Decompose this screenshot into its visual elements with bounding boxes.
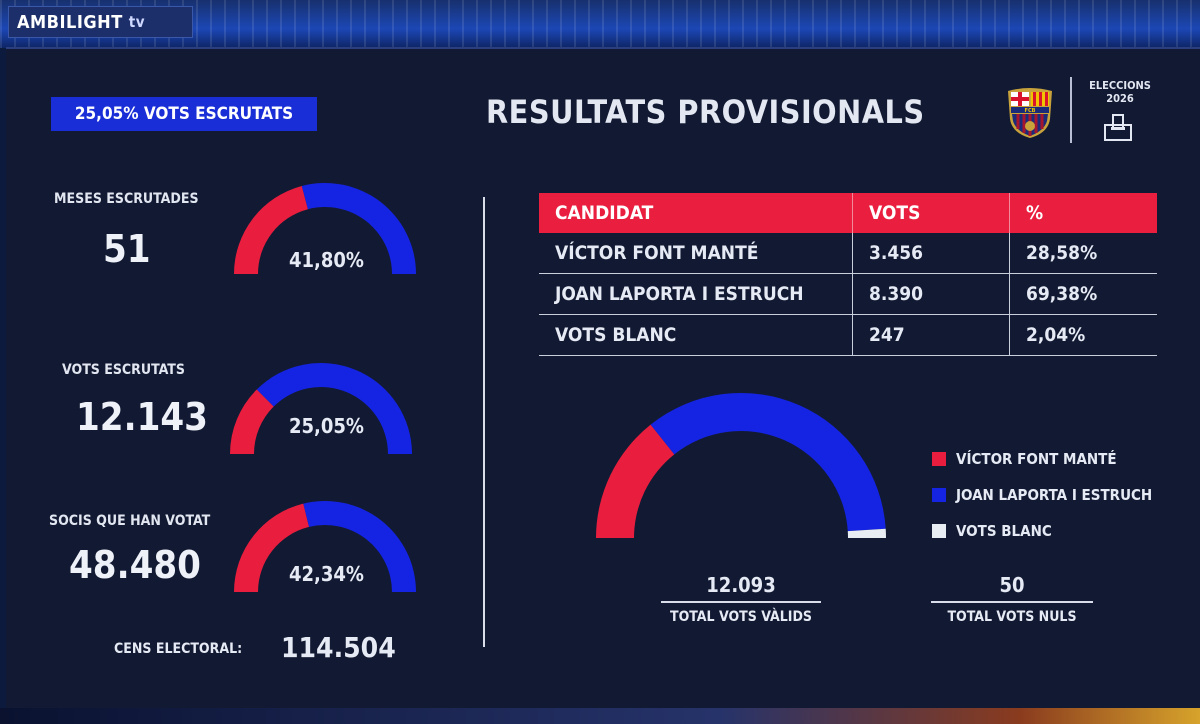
- total-valid: 12.093 TOTAL VOTS VÀLIDS: [661, 573, 821, 625]
- ballot-box-icon: [1104, 114, 1132, 141]
- total-valid-underline: [661, 601, 821, 603]
- total-null: 50 TOTAL VOTS NULS: [931, 573, 1093, 625]
- chart-segment-3: [847, 528, 886, 538]
- legend-item: JOAN LAPORTA I ESTRUCH: [932, 477, 1152, 513]
- legend-label: VÍCTOR FONT MANTÉ: [956, 450, 1117, 468]
- header-divider: [1070, 77, 1072, 143]
- gauge-segment-remaining: [303, 501, 416, 592]
- legend-swatch: [932, 488, 946, 502]
- gauge-percent-members: 42,34%: [289, 562, 364, 586]
- legend-item: VOTS BLANC: [932, 513, 1152, 549]
- results-half-donut-chart: [596, 393, 886, 538]
- gauge-segment-filled: [234, 186, 308, 274]
- stat-value-tables: 51: [103, 227, 151, 271]
- total-null-underline: [931, 601, 1093, 603]
- broadcaster-logo: AMBILIGHT tv: [8, 6, 193, 38]
- stat-label-members: SOCIS QUE HAN VOTAT: [49, 513, 211, 529]
- tv-screen: 25,05% VOTS ESCRUTATS RESULTATS PROVISIO…: [6, 47, 1200, 717]
- table-header-row: CANDIDAT VOTS %: [539, 193, 1157, 233]
- cell-candidate: VÍCTOR FONT MANTÉ: [539, 233, 853, 273]
- total-valid-label: TOTAL VOTS VÀLIDS: [670, 609, 812, 625]
- legend-swatch: [932, 452, 946, 466]
- cell-percent: 28,58%: [1026, 242, 1098, 264]
- table-row: VÍCTOR FONT MANTÉ 3.456 28,58%: [539, 233, 1157, 274]
- stat-label-tables: MESES ESCRUTADES: [54, 191, 199, 207]
- header-percent: %: [1026, 202, 1044, 224]
- chart-segment-2: [650, 393, 886, 532]
- table-row: JOAN LAPORTA I ESTRUCH 8.390 69,38%: [539, 274, 1157, 315]
- gauge-votes: [230, 362, 412, 454]
- header-candidate: CANDIDAT: [539, 193, 853, 233]
- total-null-value: 50: [999, 573, 1025, 597]
- bottom-frame: [0, 708, 1200, 724]
- cell-candidate: JOAN LAPORTA I ESTRUCH: [539, 274, 853, 314]
- vertical-divider: [483, 197, 485, 647]
- legend-label: VOTS BLANC: [956, 522, 1052, 540]
- header-votes: VOTS: [853, 193, 1010, 233]
- crest-text: FCB: [1025, 108, 1036, 114]
- legend-swatch: [932, 524, 946, 538]
- legend-label: JOAN LAPORTA I ESTRUCH: [956, 486, 1153, 504]
- page-title: RESULTATS PROVISIONALS: [486, 93, 925, 131]
- chart-legend: VÍCTOR FONT MANTÉ JOAN LAPORTA I ESTRUCH…: [932, 441, 1152, 549]
- cell-votes: 3.456: [853, 233, 1010, 273]
- gauge-members: [234, 501, 416, 592]
- election-label: ELECCIONS 2026: [1080, 79, 1160, 105]
- fcb-crest-icon: FCB: [1008, 88, 1052, 138]
- gauge-segment-filled: [234, 503, 310, 592]
- cell-votes: 247: [853, 315, 1010, 355]
- ambient-led-strip: [0, 0, 1200, 48]
- cell-candidate: VOTS BLANC: [539, 315, 853, 355]
- stat-label-votes: VOTS ESCRUTATS: [62, 362, 185, 378]
- chart-segment-1: [596, 424, 675, 538]
- gauge-percent-tables: 41,80%: [289, 248, 364, 272]
- results-table: CANDIDAT VOTS % VÍCTOR FONT MANTÉ 3.456 …: [539, 193, 1157, 356]
- election-label-line2: 2026: [1106, 92, 1134, 105]
- census-label: CENS ELECTORAL:: [114, 641, 243, 657]
- gauge-percent-votes: 25,05%: [289, 414, 364, 438]
- gauge-tables: [234, 183, 416, 274]
- census-value: 114.504: [281, 631, 396, 664]
- total-null-label: TOTAL VOTS NULS: [947, 609, 1077, 625]
- cell-percent: 69,38%: [1026, 283, 1098, 305]
- stat-value-votes: 12.143: [76, 395, 208, 439]
- election-label-line1: ELECCIONS: [1089, 79, 1151, 92]
- total-valid-value: 12.093: [706, 573, 776, 597]
- table-row: VOTS BLANC 247 2,04%: [539, 315, 1157, 356]
- broadcaster-suffix: tv: [128, 13, 145, 31]
- cell-votes: 8.390: [853, 274, 1010, 314]
- legend-item: VÍCTOR FONT MANTÉ: [932, 441, 1152, 477]
- cell-percent: 2,04%: [1026, 324, 1086, 346]
- gauge-segment-remaining: [301, 183, 416, 274]
- gauge-segment-remaining: [256, 362, 412, 454]
- gauge-segment-filled: [230, 389, 274, 454]
- stat-value-members: 48.480: [69, 543, 201, 587]
- scrutinized-badge: 25,05% VOTS ESCRUTATS: [51, 97, 317, 131]
- broadcaster-name: AMBILIGHT: [17, 11, 123, 33]
